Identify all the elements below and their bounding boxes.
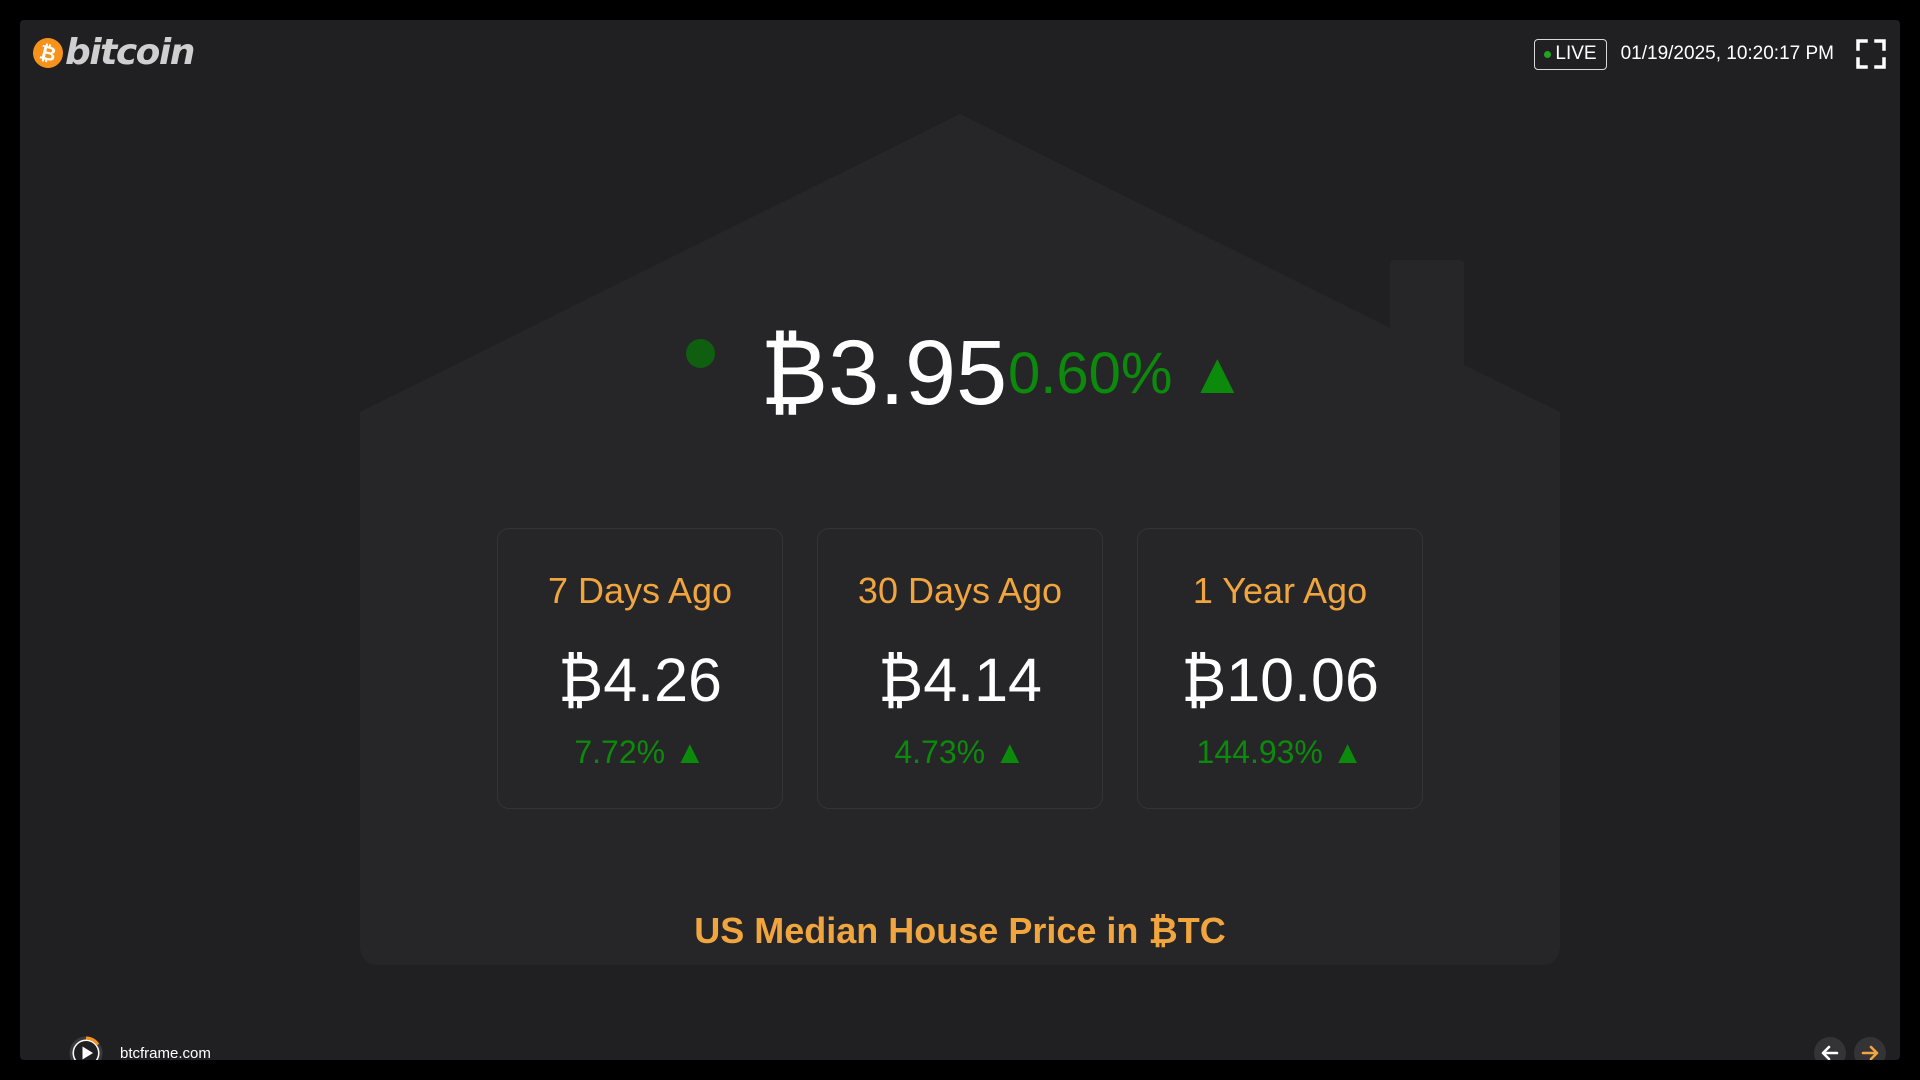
current-change: 0.60% ▲ bbox=[1008, 341, 1246, 406]
logo-wordmark: bitcoin bbox=[65, 32, 195, 73]
widget-frame: ₿ bitcoin LIVE 01/19/2025, 10:20:17 PM ₿… bbox=[20, 20, 1900, 1060]
current-price: ₿3.95 bbox=[760, 322, 1008, 424]
live-dot-icon bbox=[1544, 50, 1552, 58]
card-change: 4.73% ▲ bbox=[894, 734, 1026, 770]
status-dot-icon bbox=[686, 339, 715, 368]
bitcoin-coin-icon: ₿ bbox=[29, 34, 67, 72]
card-label: 7 Days Ago bbox=[547, 570, 733, 611]
history-card-1-year: 1 Year Ago ₿10.06 144.93% ▲ bbox=[1137, 528, 1423, 809]
next-button[interactable] bbox=[1854, 1037, 1886, 1060]
card-label: 30 Days Ago bbox=[857, 570, 1063, 611]
card-change: 144.93% ▲ bbox=[1196, 734, 1364, 770]
site-link[interactable]: btcframe.com bbox=[120, 1044, 211, 1061]
live-label: LIVE bbox=[1555, 43, 1597, 64]
card-change: 7.72% ▲ bbox=[574, 734, 706, 770]
card-value: ₿4.26 bbox=[558, 646, 722, 714]
widget-caption: US Median House Price in ₿TC bbox=[694, 910, 1226, 951]
arrow-left-icon bbox=[1821, 1045, 1839, 1060]
card-value: ₿4.14 bbox=[878, 646, 1042, 714]
history-card-30-days: 30 Days Ago ₿4.14 4.73% ▲ bbox=[817, 528, 1103, 809]
previous-button[interactable] bbox=[1814, 1037, 1846, 1060]
bitcoin-logo: ₿ bitcoin bbox=[29, 32, 195, 73]
card-label: 1 Year Ago bbox=[1192, 570, 1368, 611]
datetime: 01/19/2025, 10:20:17 PM bbox=[1620, 43, 1834, 64]
history-card-7-days: 7 Days Ago ₿4.26 7.72% ▲ bbox=[497, 528, 783, 809]
footer-left: btcframe.com bbox=[69, 1036, 211, 1060]
fullscreen-icon[interactable] bbox=[1856, 39, 1886, 69]
live-badge: LIVE bbox=[1534, 38, 1607, 70]
card-value: ₿10.06 bbox=[1181, 646, 1379, 714]
arrow-right-icon bbox=[1861, 1045, 1879, 1060]
play-icon[interactable] bbox=[69, 1036, 103, 1060]
top-right-bar: LIVE 01/19/2025, 10:20:17 PM bbox=[1534, 34, 1886, 74]
